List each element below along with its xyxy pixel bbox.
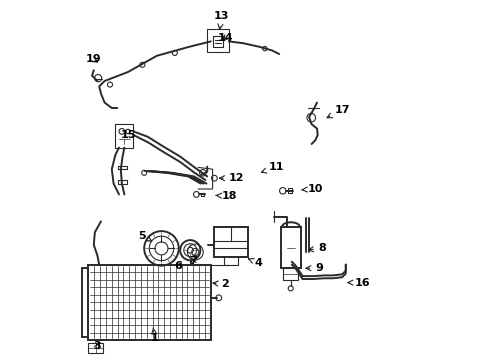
Text: 12: 12: [220, 173, 245, 183]
Text: 19: 19: [85, 54, 101, 64]
Text: 5: 5: [139, 231, 152, 241]
Text: 13: 13: [214, 11, 229, 29]
Bar: [281, 227, 301, 268]
Text: 3: 3: [94, 341, 101, 351]
Bar: [88, 343, 103, 353]
Text: 9: 9: [306, 263, 323, 273]
Text: 4: 4: [248, 258, 262, 268]
Text: 17: 17: [327, 105, 350, 118]
Text: 7: 7: [189, 256, 196, 266]
Text: 15: 15: [121, 130, 136, 140]
Text: 1: 1: [151, 328, 159, 343]
Text: 8: 8: [308, 243, 326, 253]
Text: 11: 11: [262, 162, 284, 173]
Text: 2: 2: [213, 279, 229, 289]
Bar: [116, 124, 133, 148]
Bar: [207, 29, 229, 52]
Bar: [283, 268, 298, 280]
Text: 6: 6: [174, 261, 182, 271]
Bar: [88, 265, 211, 340]
Text: 18: 18: [216, 191, 237, 201]
Text: 10: 10: [302, 184, 323, 194]
Text: 16: 16: [348, 278, 370, 288]
Bar: [215, 227, 247, 257]
Text: 14: 14: [218, 33, 234, 43]
